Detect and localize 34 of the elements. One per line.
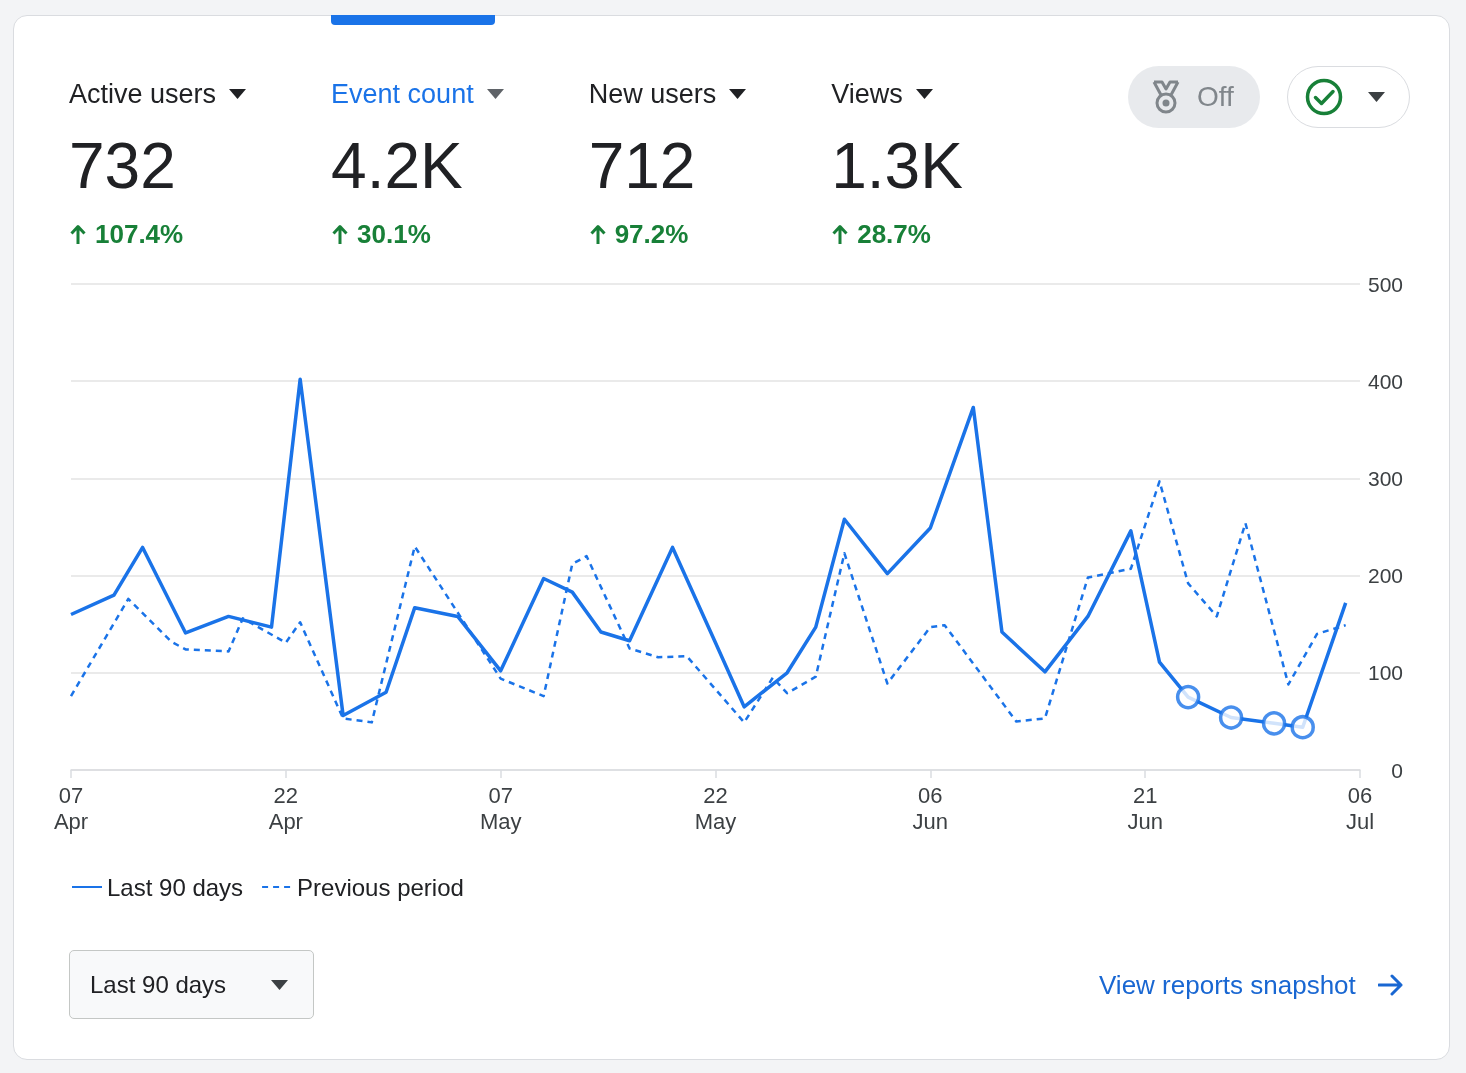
x-tick-label: 06 Jun bbox=[912, 782, 949, 834]
point bbox=[1218, 705, 1244, 730]
x-tick-label: 07 Apr bbox=[53, 782, 89, 834]
text: 712 bbox=[588, 130, 696, 202]
text: Active users bbox=[69, 79, 217, 109]
y-tick-label: 100 bbox=[1367, 661, 1403, 685]
toggle-button: Off bbox=[1128, 66, 1260, 128]
x-tick-label: 06 Jul bbox=[1345, 782, 1375, 834]
text: 732 bbox=[69, 130, 176, 202]
text: View reports snapshot bbox=[1099, 969, 1356, 1001]
y-tick-label: 0 bbox=[1391, 758, 1403, 782]
y-tick-label: 200 bbox=[1367, 564, 1403, 588]
text: 97.2% bbox=[614, 219, 689, 249]
point bbox=[1175, 684, 1201, 710]
legend-label: Previous period bbox=[297, 873, 464, 901]
text: New users bbox=[588, 79, 717, 109]
text: 4.2K bbox=[331, 130, 463, 202]
x-tick-label: 07 May bbox=[479, 782, 522, 834]
y-tick-label: 500 bbox=[1367, 272, 1403, 296]
text: 107.4% bbox=[95, 219, 184, 249]
x-tick-label: 22 May bbox=[694, 782, 737, 834]
text: Views bbox=[831, 79, 903, 109]
x-tick-label: 22 Apr bbox=[268, 782, 303, 834]
text: 30.1% bbox=[357, 219, 431, 249]
y-tick-label: 300 bbox=[1367, 466, 1403, 490]
point bbox=[1261, 711, 1287, 736]
legend-label: Last 90 days bbox=[107, 873, 244, 901]
text: Event count bbox=[331, 79, 474, 109]
x-tick-label: 21 Jun bbox=[1127, 782, 1163, 834]
y-tick-label: 400 bbox=[1367, 369, 1403, 393]
point bbox=[1290, 714, 1315, 740]
text: 28.7% bbox=[857, 219, 931, 249]
dropdown-button: Last 90 days bbox=[69, 950, 314, 1019]
text: 1.3K bbox=[831, 130, 963, 202]
